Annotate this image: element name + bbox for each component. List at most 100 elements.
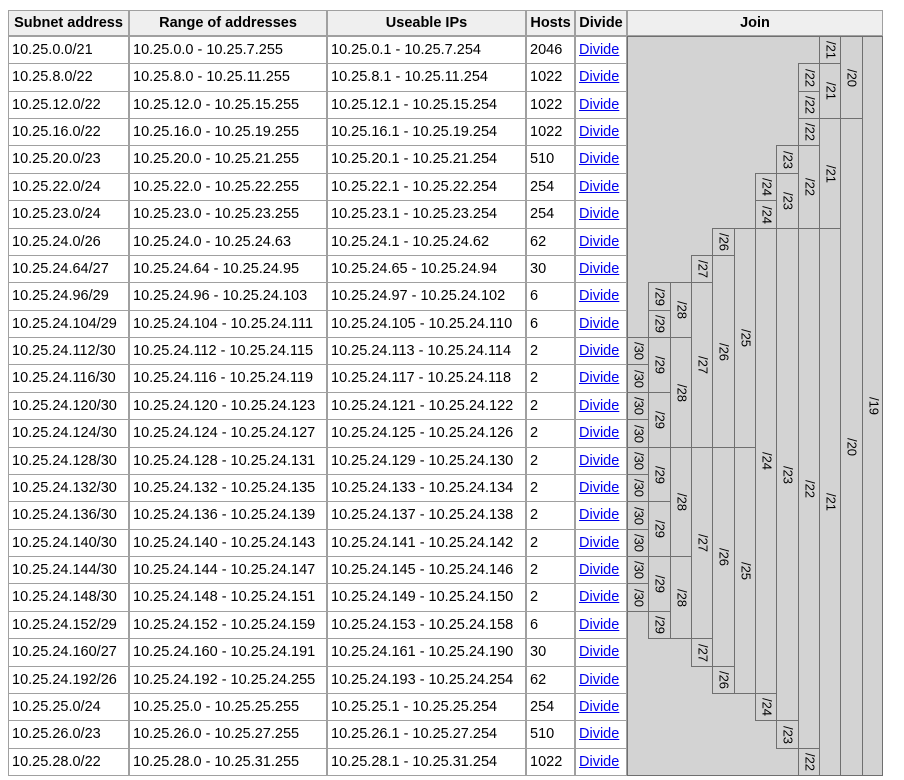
hosts-cell: 30	[526, 638, 575, 667]
subnet-address-cell: 10.25.24.144/30	[8, 556, 129, 584]
divide-link[interactable]: Divide	[579, 754, 620, 770]
hosts-cell: 2046	[526, 36, 575, 64]
divide-link[interactable]: Divide	[579, 124, 620, 140]
join-cell[interactable]: /19	[862, 36, 883, 776]
subnet-address-cell: 10.25.0.0/21	[8, 36, 129, 64]
divide-link[interactable]: Divide	[579, 589, 620, 605]
useable-ips-cell: 10.25.28.1 - 10.25.31.254	[327, 748, 526, 776]
divide-link[interactable]: Divide	[579, 151, 620, 167]
hosts-cell: 2	[526, 392, 575, 420]
join-label: /24	[759, 697, 775, 717]
range-cell: 10.25.24.120 - 10.25.24.123	[129, 392, 327, 420]
divide-link[interactable]: Divide	[579, 69, 620, 85]
divide-link[interactable]: Divide	[579, 726, 620, 742]
divide-link[interactable]: Divide	[579, 261, 620, 277]
join-label: /29	[652, 519, 668, 539]
header-useable-ips: Useable IPs	[327, 10, 526, 36]
divide-link[interactable]: Divide	[579, 644, 620, 660]
subnet-address-cell: 10.25.24.192/26	[8, 666, 129, 694]
subnet-address-cell: 10.25.23.0/24	[8, 200, 129, 229]
join-label: /30	[631, 506, 647, 525]
useable-ips-cell: 10.25.16.1 - 10.25.19.254	[327, 118, 526, 146]
divide-link[interactable]: Divide	[579, 617, 620, 633]
divide-link[interactable]: Divide	[579, 179, 620, 195]
hosts-cell: 254	[526, 200, 575, 229]
join-label: /26	[716, 670, 732, 690]
join-label: /30	[631, 588, 647, 607]
divide-link[interactable]: Divide	[579, 398, 620, 414]
divide-link[interactable]: Divide	[579, 535, 620, 551]
join-label: /26	[716, 342, 732, 361]
divide-cell: Divide	[575, 693, 627, 721]
subnet-address-cell: 10.25.24.104/29	[8, 310, 129, 338]
join-label: /22	[802, 752, 818, 772]
subnet-address-cell: 10.25.24.148/30	[8, 583, 129, 612]
range-cell: 10.25.23.0 - 10.25.23.255	[129, 200, 327, 229]
divide-cell: Divide	[575, 419, 627, 448]
divide-cell: Divide	[575, 36, 627, 64]
divide-link[interactable]: Divide	[579, 234, 620, 250]
divide-cell: Divide	[575, 282, 627, 311]
join-label: /28	[674, 492, 690, 512]
join-label: /29	[652, 287, 668, 306]
join-label: /29	[652, 574, 668, 594]
join-label: /26	[716, 232, 732, 252]
subnet-address-cell: 10.25.24.136/30	[8, 501, 129, 530]
range-cell: 10.25.24.64 - 10.25.24.95	[129, 255, 327, 283]
divide-link[interactable]: Divide	[579, 480, 620, 496]
range-cell: 10.25.12.0 - 10.25.15.255	[129, 91, 327, 119]
subnet-address-cell: 10.25.24.96/29	[8, 282, 129, 311]
useable-ips-cell: 10.25.26.1 - 10.25.27.254	[327, 720, 526, 749]
divide-cell: Divide	[575, 447, 627, 475]
join-label: /21	[823, 81, 839, 101]
divide-link[interactable]: Divide	[579, 288, 620, 304]
range-cell: 10.25.16.0 - 10.25.19.255	[129, 118, 327, 146]
divide-cell: Divide	[575, 91, 627, 119]
join-label: /28	[674, 300, 690, 320]
join-label: /24	[759, 177, 775, 197]
join-label: /23	[780, 150, 796, 169]
subnet-address-cell: 10.25.24.120/30	[8, 392, 129, 420]
range-cell: 10.25.24.96 - 10.25.24.103	[129, 282, 327, 311]
join-label: /21	[823, 40, 839, 60]
divide-link[interactable]: Divide	[579, 343, 620, 359]
divide-link[interactable]: Divide	[579, 507, 620, 523]
header-join: Join	[627, 10, 883, 36]
divide-link[interactable]: Divide	[579, 562, 620, 578]
join-label: /20	[844, 437, 860, 457]
join-label: /28	[674, 383, 690, 402]
divide-link[interactable]: Divide	[579, 453, 620, 469]
divide-link[interactable]: Divide	[579, 425, 620, 441]
divide-cell: Divide	[575, 638, 627, 667]
divide-cell: Divide	[575, 364, 627, 393]
divide-link[interactable]: Divide	[579, 97, 620, 113]
divide-link[interactable]: Divide	[579, 370, 620, 386]
join-label: /29	[652, 314, 668, 334]
divide-cell: Divide	[575, 556, 627, 584]
hosts-cell: 2	[526, 447, 575, 475]
useable-ips-cell: 10.25.24.105 - 10.25.24.110	[327, 310, 526, 338]
hosts-cell: 30	[526, 255, 575, 283]
divide-link[interactable]: Divide	[579, 699, 620, 715]
divide-cell: Divide	[575, 666, 627, 694]
useable-ips-cell: 10.25.24.125 - 10.25.24.126	[327, 419, 526, 448]
divide-cell: Divide	[575, 501, 627, 530]
divide-cell: Divide	[575, 310, 627, 338]
join-label: /30	[631, 341, 647, 361]
divide-cell: Divide	[575, 392, 627, 420]
header-hosts: Hosts	[526, 10, 575, 36]
divide-link[interactable]: Divide	[579, 206, 620, 222]
divide-cell: Divide	[575, 337, 627, 365]
hosts-cell: 6	[526, 310, 575, 338]
range-cell: 10.25.8.0 - 10.25.11.255	[129, 63, 327, 92]
hosts-cell: 2	[526, 474, 575, 502]
hosts-cell: 254	[526, 693, 575, 721]
hosts-cell: 2	[526, 419, 575, 448]
divide-link[interactable]: Divide	[579, 42, 620, 58]
divide-link[interactable]: Divide	[579, 316, 620, 332]
useable-ips-cell: 10.25.24.1 - 10.25.24.62	[327, 228, 526, 256]
divide-link[interactable]: Divide	[579, 672, 620, 688]
join-label: /19	[866, 396, 882, 416]
useable-ips-cell: 10.25.24.121 - 10.25.24.122	[327, 392, 526, 420]
hosts-cell: 2	[526, 337, 575, 365]
